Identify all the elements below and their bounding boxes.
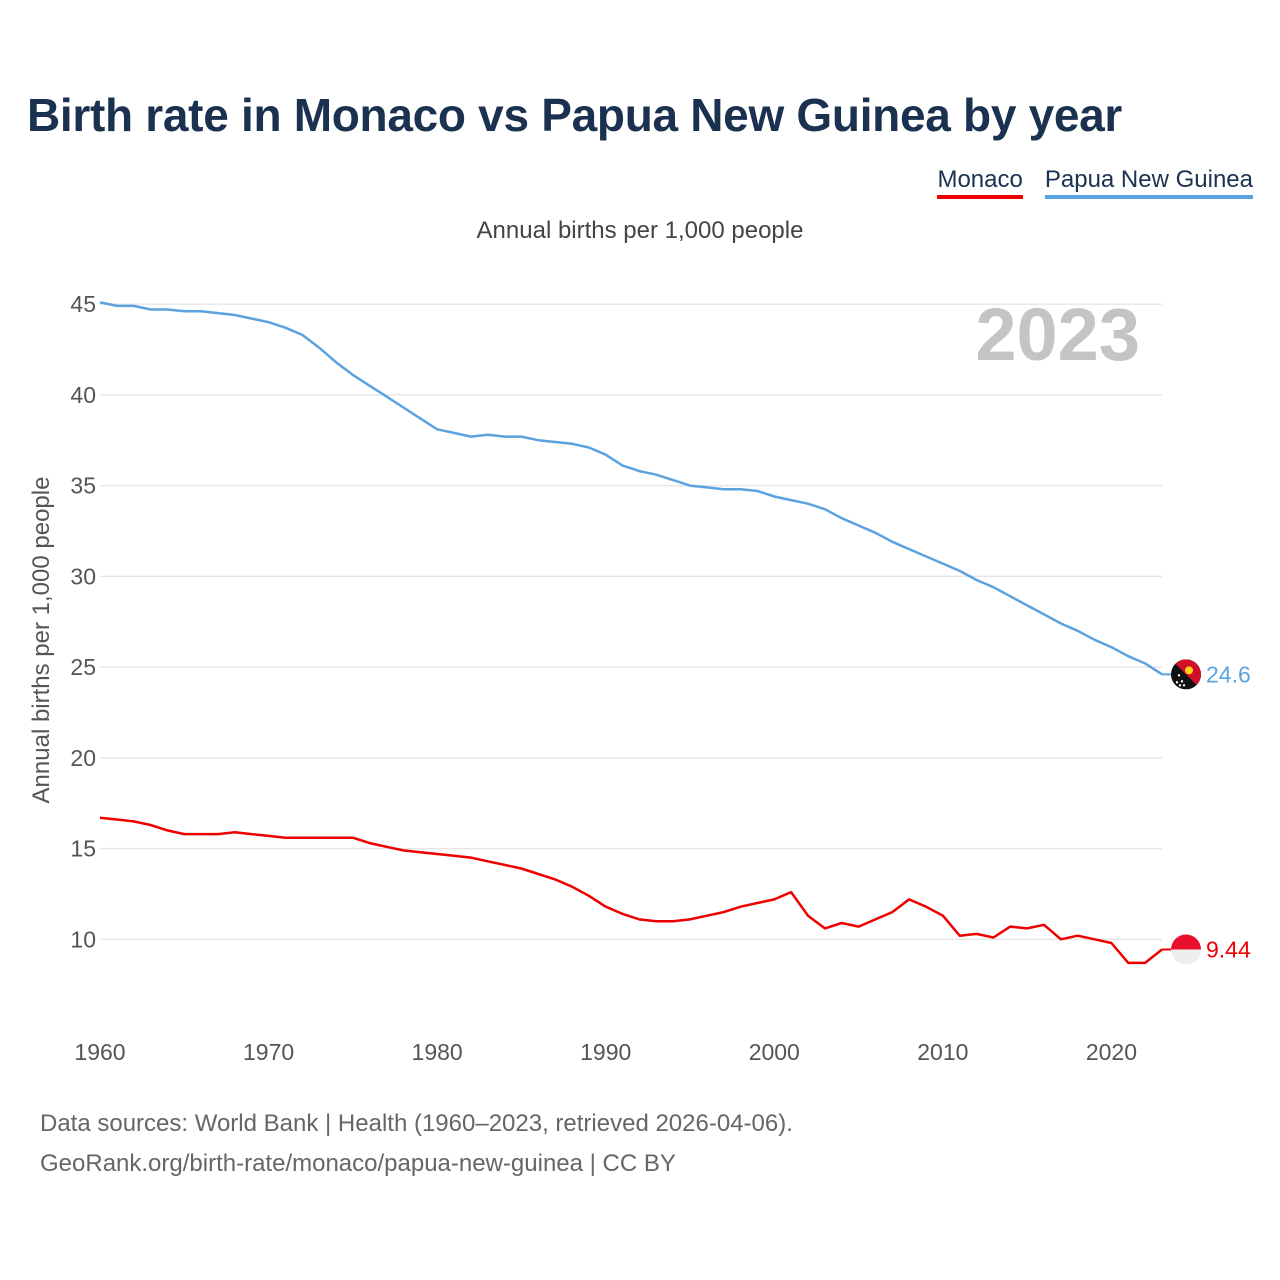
y-tick-label: 25 [70,654,96,680]
footer-source: Data sources: World Bank | Health (1960–… [40,1110,793,1137]
year-watermark: 2023 [975,293,1140,376]
series-line-monaco[interactable] [99,816,1163,965]
end-value-label: 9.44 [1206,936,1251,962]
grid [100,303,1162,941]
x-tick-label: 1970 [243,1039,294,1065]
chart-title: Birth rate in Monaco vs Papua New Guinea… [27,89,1123,141]
papua-new-guinea-flag-icon [1171,659,1201,690]
x-tick-label: 2010 [917,1039,968,1065]
x-tick-label: 2020 [1086,1039,1137,1065]
axis-ticks: 10 15 20 25 30 35 40 45 1960 1970 1980 1990 2000 2010… [70,291,1137,1065]
monaco-flag-icon [1171,934,1201,965]
legend: Monaco Papua New Guinea [937,166,1253,199]
x-tick-label: 1960 [74,1039,125,1065]
series-lines [99,301,1163,965]
legend-item-monaco[interactable]: Monaco [937,166,1023,199]
y-tick-label: 45 [70,291,96,317]
footer: Data sources: World Bank | Health (1960–… [40,1104,793,1184]
y-tick-label: 30 [70,563,96,589]
x-tick-label: 2000 [749,1039,800,1065]
end-markers: 9.44 24.6 [1162,659,1251,965]
x-tick-label: 1980 [412,1039,463,1065]
series-line-papua-new-guinea[interactable] [99,301,1163,676]
y-tick-label: 20 [70,745,96,771]
chart-subtitle: Annual births per 1,000 people [476,217,804,244]
y-tick-label: 35 [70,473,96,499]
y-tick-label: 40 [70,382,96,408]
x-tick-label: 1990 [580,1039,631,1065]
y-tick-label: 10 [70,926,96,952]
footer-link[interactable]: GeoRank.org/birth-rate/monaco/papua-new-… [40,1150,676,1177]
end-value-label: 24.6 [1206,661,1251,687]
y-tick-label: 15 [70,836,96,862]
legend-item-papua-new-guinea[interactable]: Papua New Guinea [1044,166,1253,199]
